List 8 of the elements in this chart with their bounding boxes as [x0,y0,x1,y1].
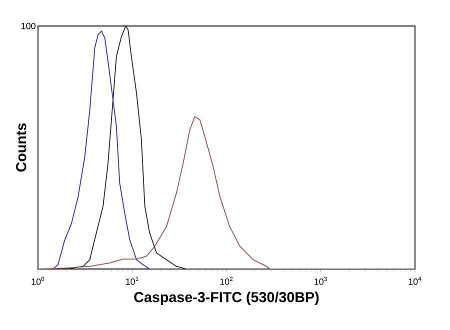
x-tick-label: 10$^{4}$ [408,276,422,285]
x-tick-label: 10$^{1}$ [126,276,138,285]
text: 100 [22,22,36,30]
x-tick-label: 10$^{0}$ [32,276,44,285]
y-axis-title: Counts [16,123,26,172]
x-axis-title: Caspase-3-FITC (530/30BP) [134,292,319,306]
x-tick-label: 10$^{2}$ [220,276,233,285]
x-tick-label: 10$^{3}$ [314,276,327,285]
